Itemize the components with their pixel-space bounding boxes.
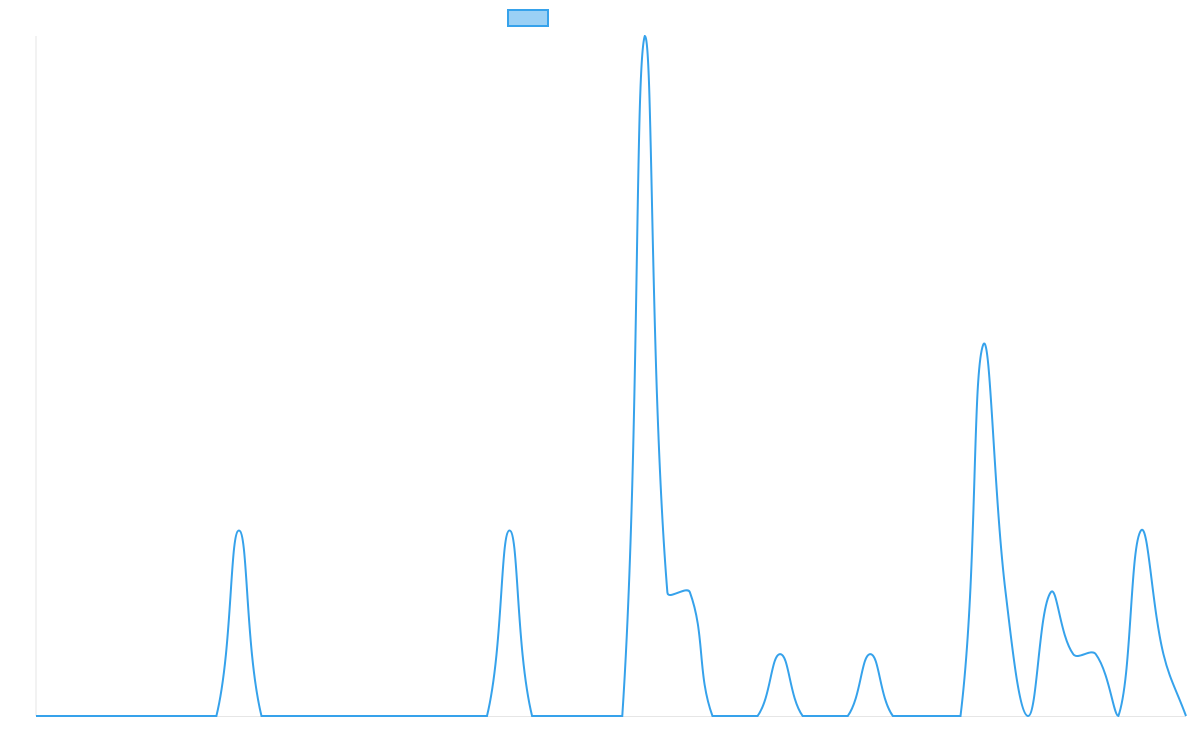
legend-swatch[interactable] xyxy=(507,9,549,27)
line-series xyxy=(36,34,1187,718)
